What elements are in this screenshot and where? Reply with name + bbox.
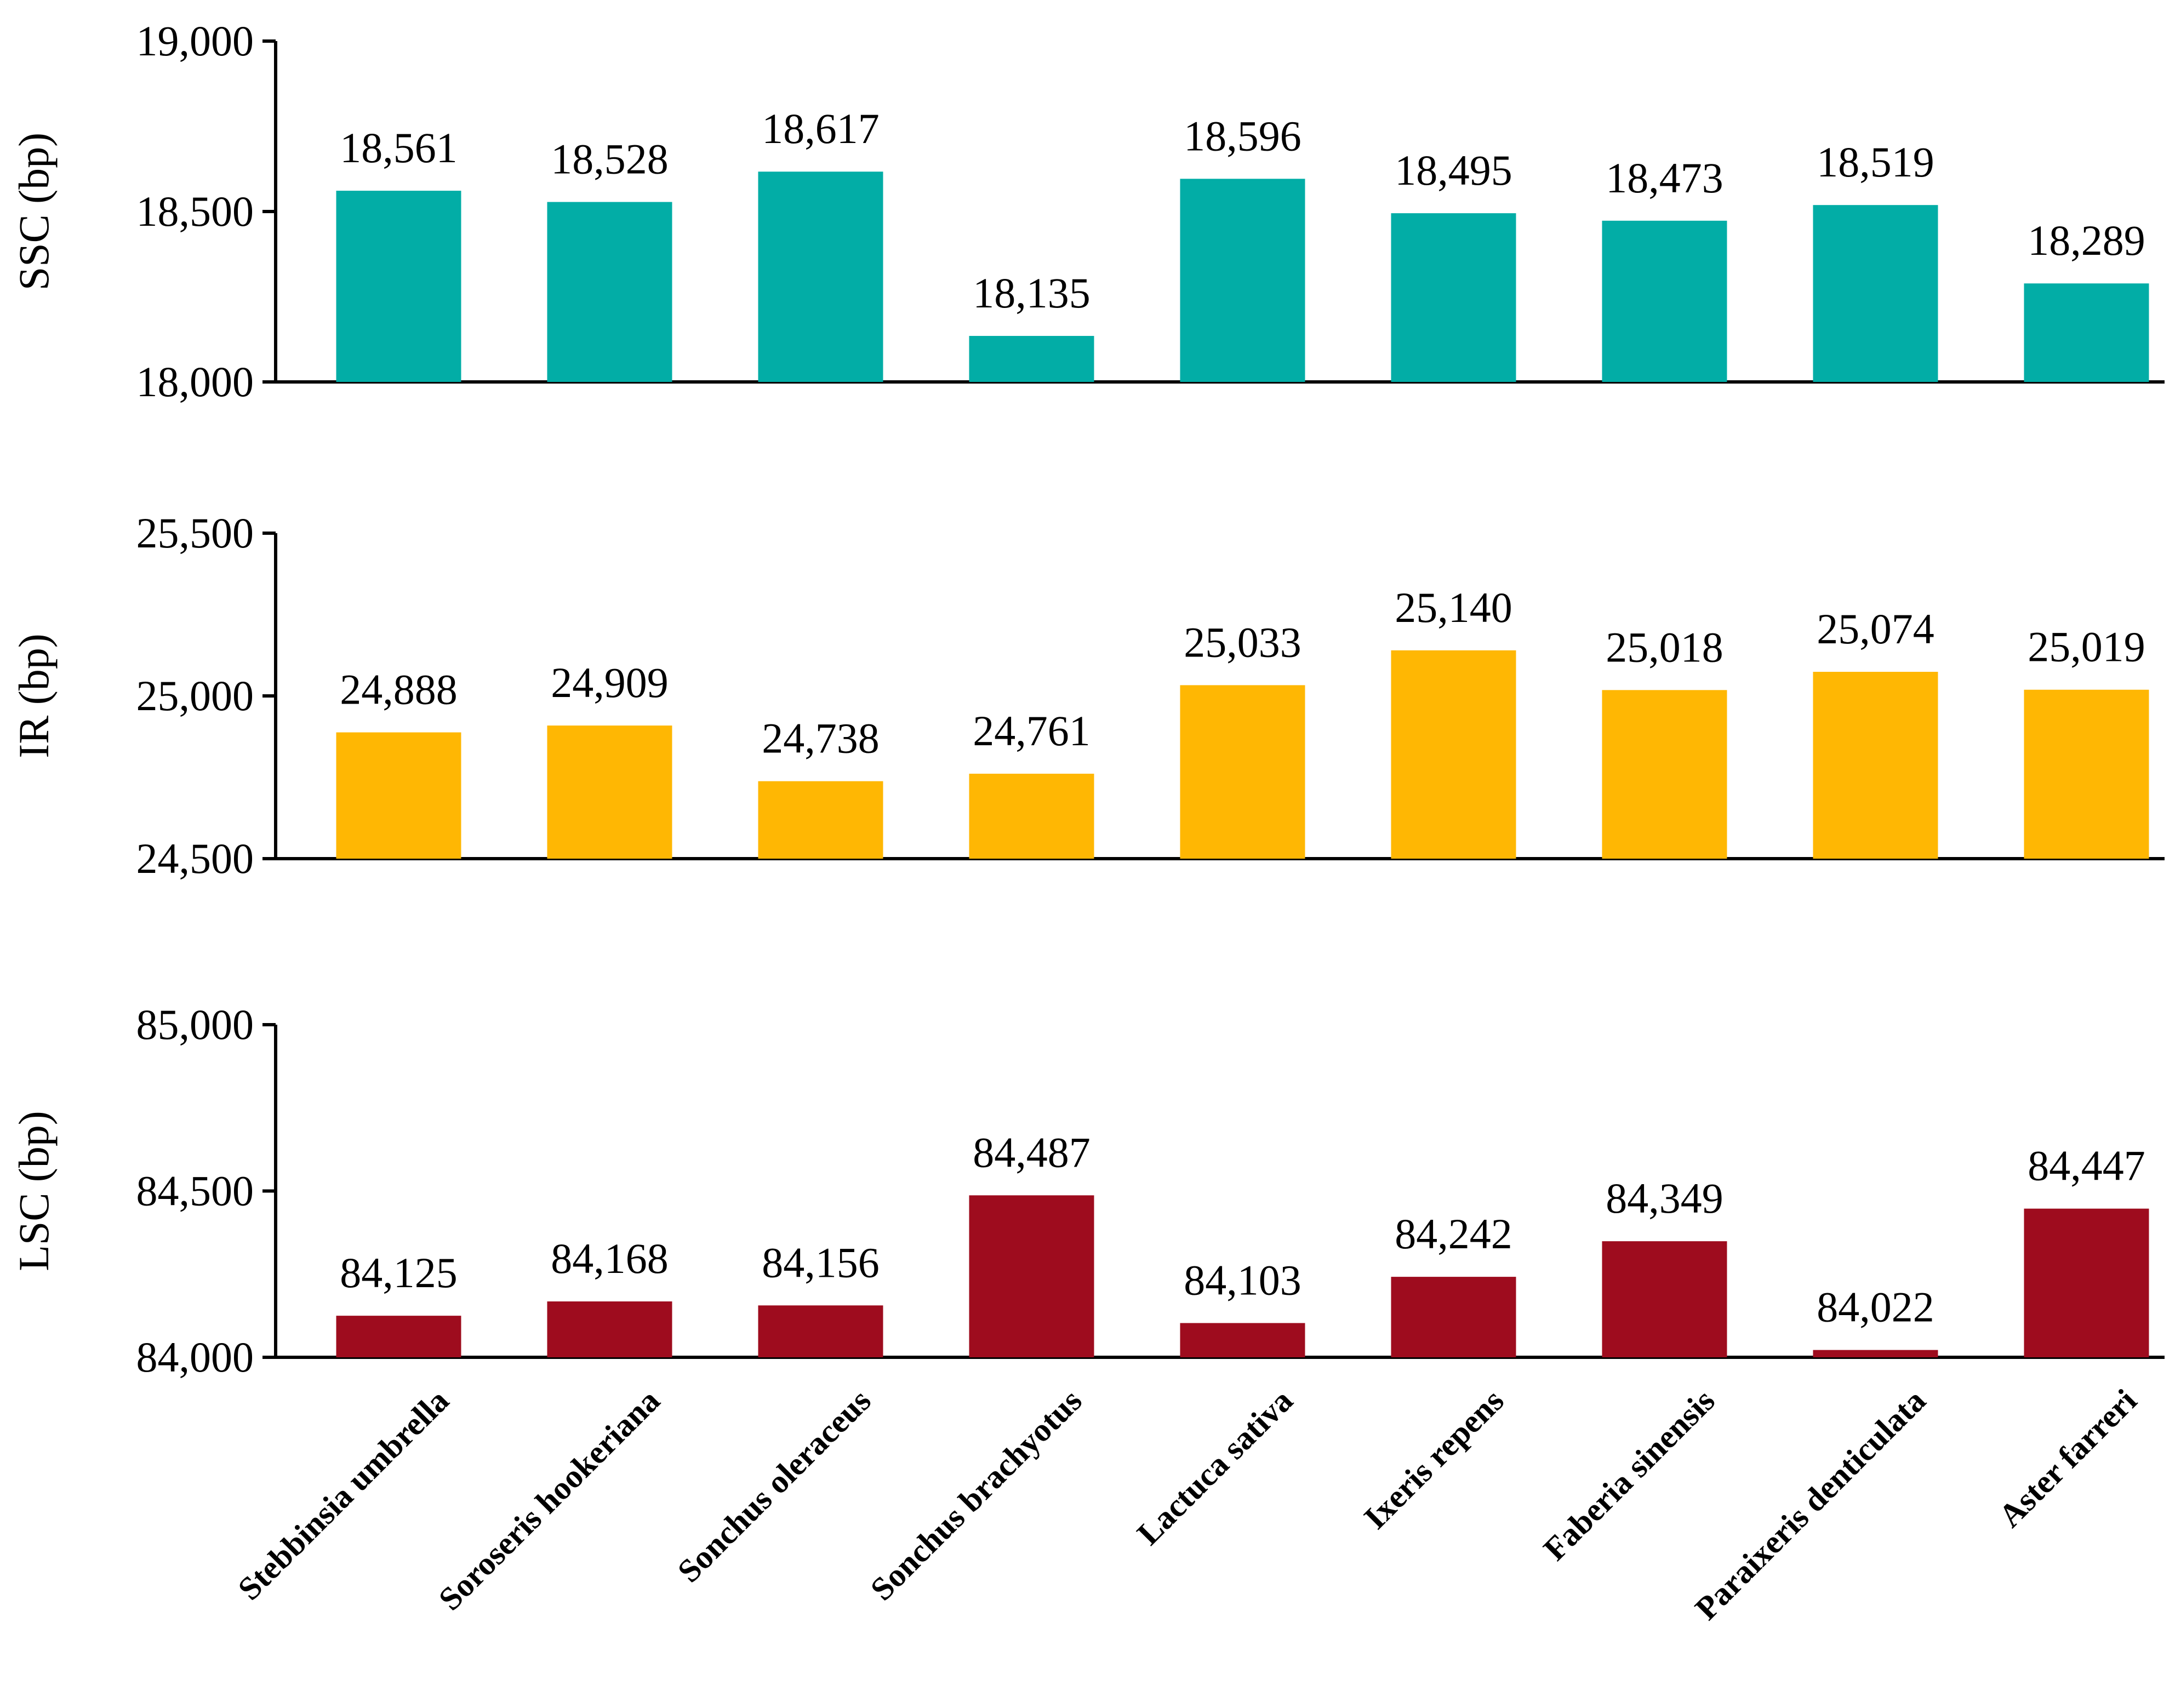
ir-data-label: 24,738 — [762, 715, 880, 762]
ir-bar — [758, 781, 883, 859]
ir-data-label: 25,140 — [1395, 584, 1512, 631]
ir-data-label: 24,909 — [551, 659, 669, 706]
ssc-y-tick-label: 18,500 — [136, 187, 254, 235]
ssc-data-label: 18,473 — [1606, 154, 1723, 202]
ssc-data-label: 18,561 — [340, 124, 458, 172]
category-label: Lactuca sativa — [1130, 1383, 1299, 1552]
lsc-data-label: 84,103 — [1184, 1256, 1301, 1304]
ir-data-label: 25,019 — [2028, 623, 2145, 671]
lsc-bar — [969, 1195, 1094, 1357]
ir-bar — [1813, 672, 1938, 859]
category-label: Sonchus brachyotus — [864, 1383, 1089, 1608]
ssc-y-axis-title: SSC (bp) — [10, 133, 58, 290]
ssc-bar — [1813, 205, 1938, 382]
ssc-data-label: 18,289 — [2028, 216, 2145, 264]
ir-data-label: 24,761 — [973, 707, 1090, 755]
lsc-bar — [1602, 1241, 1727, 1357]
ssc-bar — [547, 202, 672, 382]
lsc-data-label: 84,125 — [340, 1249, 458, 1296]
ir-data-label: 25,074 — [1817, 605, 1934, 653]
ssc-bar — [1391, 213, 1516, 382]
ssc-y-tick-label: 18,000 — [136, 358, 254, 405]
ssc-bar — [758, 172, 883, 382]
lsc-y-tick-label: 84,500 — [136, 1167, 254, 1215]
ir-data-label: 25,018 — [1606, 623, 1723, 671]
category-label: Stebbinsia umbrella — [231, 1383, 456, 1607]
ir-bar — [336, 732, 461, 859]
category-label: Soroseris hookeriana — [432, 1383, 667, 1618]
ir-data-label: 25,033 — [1184, 618, 1301, 666]
lsc-bar — [758, 1305, 883, 1357]
ssc-bar — [336, 191, 461, 382]
lsc-y-axis-title: LSC (bp) — [10, 1111, 58, 1271]
ir-y-tick-label: 24,500 — [136, 835, 254, 882]
category-label: Aster farreri — [1992, 1383, 2144, 1534]
lsc-y-tick-label: 85,000 — [136, 1001, 254, 1048]
ir-bar — [2024, 689, 2149, 859]
lsc-bar — [336, 1316, 461, 1357]
ssc-data-label: 18,519 — [1817, 138, 1934, 186]
ssc-data-label: 18,495 — [1395, 146, 1512, 194]
ir-y-tick-label: 25,500 — [136, 509, 254, 557]
category-label: Sonchus oleraceus — [671, 1383, 878, 1590]
ir-bar — [1602, 690, 1727, 859]
category-label: Ixeris repens — [1357, 1383, 1510, 1536]
ssc-data-label: 18,617 — [762, 105, 880, 152]
ssc-data-label: 18,135 — [973, 269, 1090, 317]
ir-y-axis-title: IR (bp) — [10, 633, 58, 758]
ir-bar — [969, 773, 1094, 859]
ssc-bar — [1602, 220, 1727, 382]
ir-bar — [1391, 650, 1516, 859]
category-label: Faberia sinensis — [1537, 1383, 1722, 1568]
lsc-data-label: 84,447 — [2028, 1142, 2145, 1190]
ir-data-label: 24,888 — [340, 666, 458, 713]
ssc-y-tick-label: 19,000 — [136, 17, 254, 65]
lsc-bar — [547, 1301, 672, 1357]
category-label: Paraixeris denticulata — [1688, 1383, 1933, 1627]
ir-y-tick-label: 25,000 — [136, 672, 254, 719]
lsc-bar — [2024, 1208, 2149, 1357]
lsc-data-label: 84,349 — [1606, 1174, 1723, 1222]
ir-bar — [1180, 685, 1305, 859]
lsc-data-label: 84,168 — [551, 1235, 669, 1282]
lsc-bar — [1813, 1350, 1938, 1357]
ssc-bar — [2024, 283, 2149, 382]
ssc-data-label: 18,596 — [1184, 112, 1301, 159]
lsc-bar — [1391, 1277, 1516, 1357]
ir-bar — [547, 726, 672, 859]
lsc-bar — [1180, 1323, 1305, 1357]
ssc-bar — [1180, 179, 1305, 382]
lsc-data-label: 84,156 — [762, 1238, 880, 1286]
ssc-bar — [969, 336, 1094, 382]
lsc-data-label: 84,242 — [1395, 1210, 1512, 1258]
lsc-data-label: 84,487 — [973, 1128, 1090, 1176]
ssc-data-label: 18,528 — [551, 135, 669, 183]
lsc-data-label: 84,022 — [1817, 1283, 1934, 1331]
lsc-y-tick-label: 84,000 — [136, 1333, 254, 1381]
